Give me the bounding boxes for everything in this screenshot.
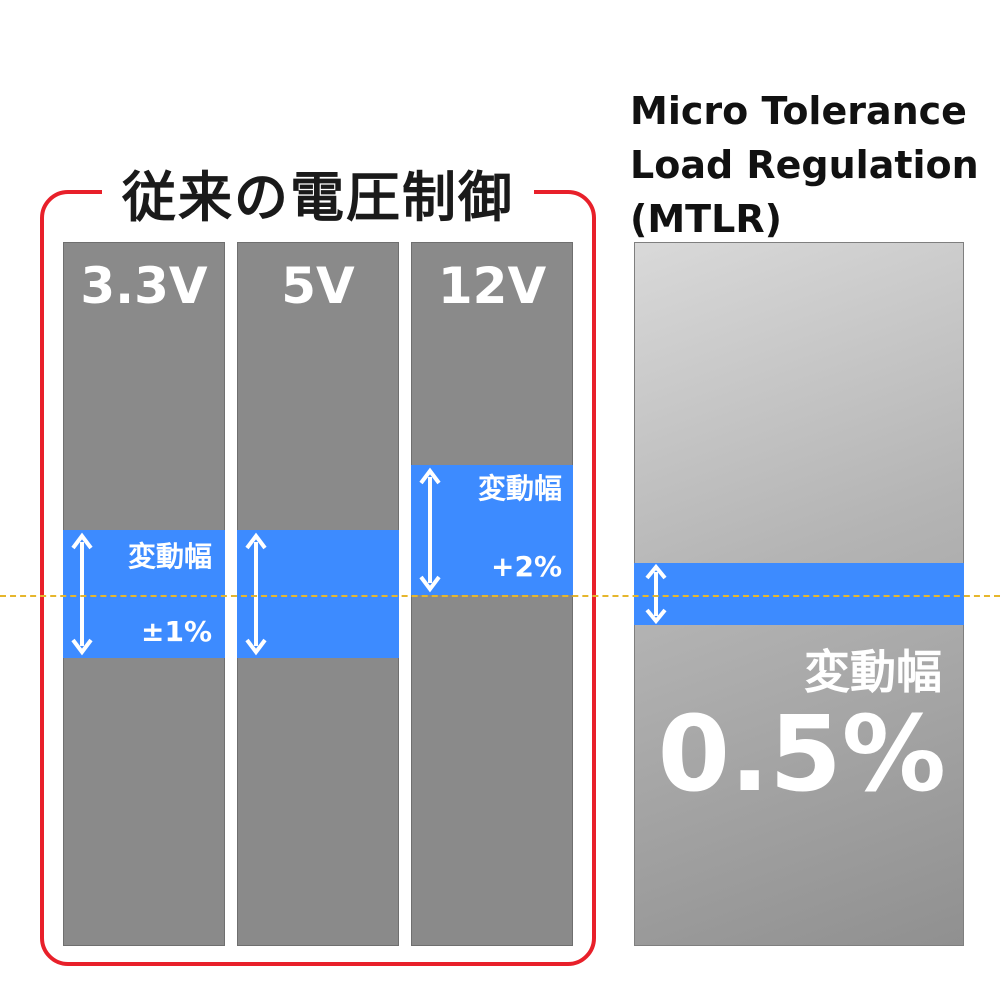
column-label-12v: 12V — [437, 257, 547, 315]
tolerance-band-3-3v — [63, 530, 225, 658]
mtlr-value: 0.5% — [657, 693, 946, 815]
mtlr-title-line-3: (MTLR) — [630, 197, 782, 241]
double-arrow-icon — [419, 467, 441, 593]
mtlr-tolerance-band — [634, 563, 964, 625]
tolerance-band-5v — [237, 530, 399, 658]
mtlr-title: Micro Tolerance Load Regulation (MTLR) — [630, 84, 990, 246]
mtlr-title-line-1: Micro Tolerance — [630, 89, 967, 133]
column-label-3-3v: 3.3V — [80, 257, 208, 315]
band-label-3-3v: 変動幅 — [127, 540, 212, 573]
reference-dashed-line — [0, 595, 1000, 597]
column-label-5v: 5V — [281, 257, 355, 315]
band-label-12v: 変動幅 — [477, 472, 562, 505]
double-arrow-icon — [71, 532, 93, 656]
tolerance-band-12v — [411, 465, 573, 595]
tolerance-value-12v: +2% — [491, 550, 562, 583]
mtlr-title-line-2: Load Regulation — [630, 143, 979, 187]
mtlr-band-label: 変動幅 — [804, 645, 942, 699]
double-arrow-icon — [245, 532, 267, 656]
tolerance-value-3-3v: ±1% — [141, 615, 212, 648]
double-arrow-icon — [645, 563, 667, 625]
conventional-title: 従来の電圧制御 — [102, 162, 534, 234]
